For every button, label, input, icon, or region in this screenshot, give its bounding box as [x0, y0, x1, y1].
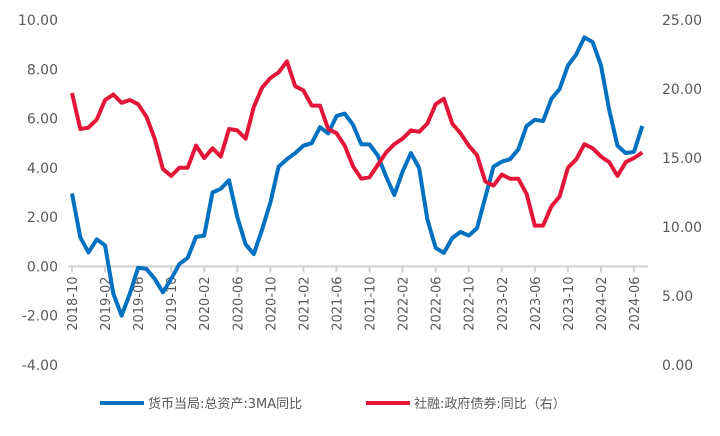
x-tick-label: 2020-06: [231, 276, 246, 330]
x-tick-label: 2018-10: [66, 276, 81, 330]
x-tick-label: 2022-10: [463, 276, 478, 330]
left-tick-label: 4.00: [27, 161, 58, 177]
x-tick-label: 2023-10: [562, 276, 577, 330]
right-tick-label: 0.00: [662, 358, 693, 374]
right-tick-label: 5.00: [662, 289, 693, 305]
x-tick-label: 2019-06: [132, 276, 147, 330]
right-axis-tick-labels: 0.00 5.00 10.00 15.00 20.00 25.00: [662, 13, 702, 374]
x-tick-label: 2020-02: [198, 276, 213, 330]
legend-label-money-authority: 货币当局:总资产:3MA同比: [148, 396, 302, 412]
right-tick-label: 10.00: [662, 220, 702, 236]
x-tick-label: 2021-10: [364, 276, 379, 330]
x-tick-label: 2020-10: [264, 276, 279, 330]
left-tick-label: 6.00: [27, 112, 58, 128]
x-tick-label: 2024-06: [628, 276, 643, 330]
x-tick-label: 2021-06: [330, 276, 345, 330]
left-tick-label: -4.00: [22, 358, 58, 374]
series-lines: [70, 35, 645, 318]
left-tick-label: 2.00: [27, 210, 58, 226]
x-tick-label: 2022-02: [397, 276, 412, 330]
series-line-money-authority: [70, 35, 645, 318]
legend: 货币当局:总资产:3MA同比 社融:政府债券:同比（右）: [100, 396, 566, 412]
legend-label-gov-bonds: 社融:政府债券:同比（右）: [414, 396, 566, 412]
right-tick-label: 15.00: [662, 151, 702, 167]
left-tick-label: 0.00: [27, 259, 58, 275]
x-tick-label: 2022-06: [430, 276, 445, 330]
right-tick-label: 25.00: [662, 13, 702, 29]
left-axis-tick-labels: -4.00 -2.00 0.00 2.00 4.00 6.00 8.00 10.00: [18, 13, 58, 374]
x-tick-label: 2019-02: [99, 276, 114, 330]
left-tick-label: 10.00: [18, 13, 58, 29]
x-tick-label: 2023-02: [496, 276, 511, 330]
x-tick-label: 2023-06: [529, 276, 544, 330]
left-tick-label: -2.00: [22, 309, 58, 325]
left-tick-label: 8.00: [27, 62, 58, 78]
x-tick-label: 2024-02: [595, 276, 610, 330]
x-tick-label: 2019-10: [165, 276, 180, 330]
x-axis: 2018-10 2019-02 2019-06 2019-10 2020-02 2020-…: [66, 265, 649, 331]
right-tick-label: 20.00: [662, 82, 702, 98]
x-tick-label: 2021-02: [297, 276, 312, 330]
series-line-gov-bonds: [70, 59, 644, 228]
